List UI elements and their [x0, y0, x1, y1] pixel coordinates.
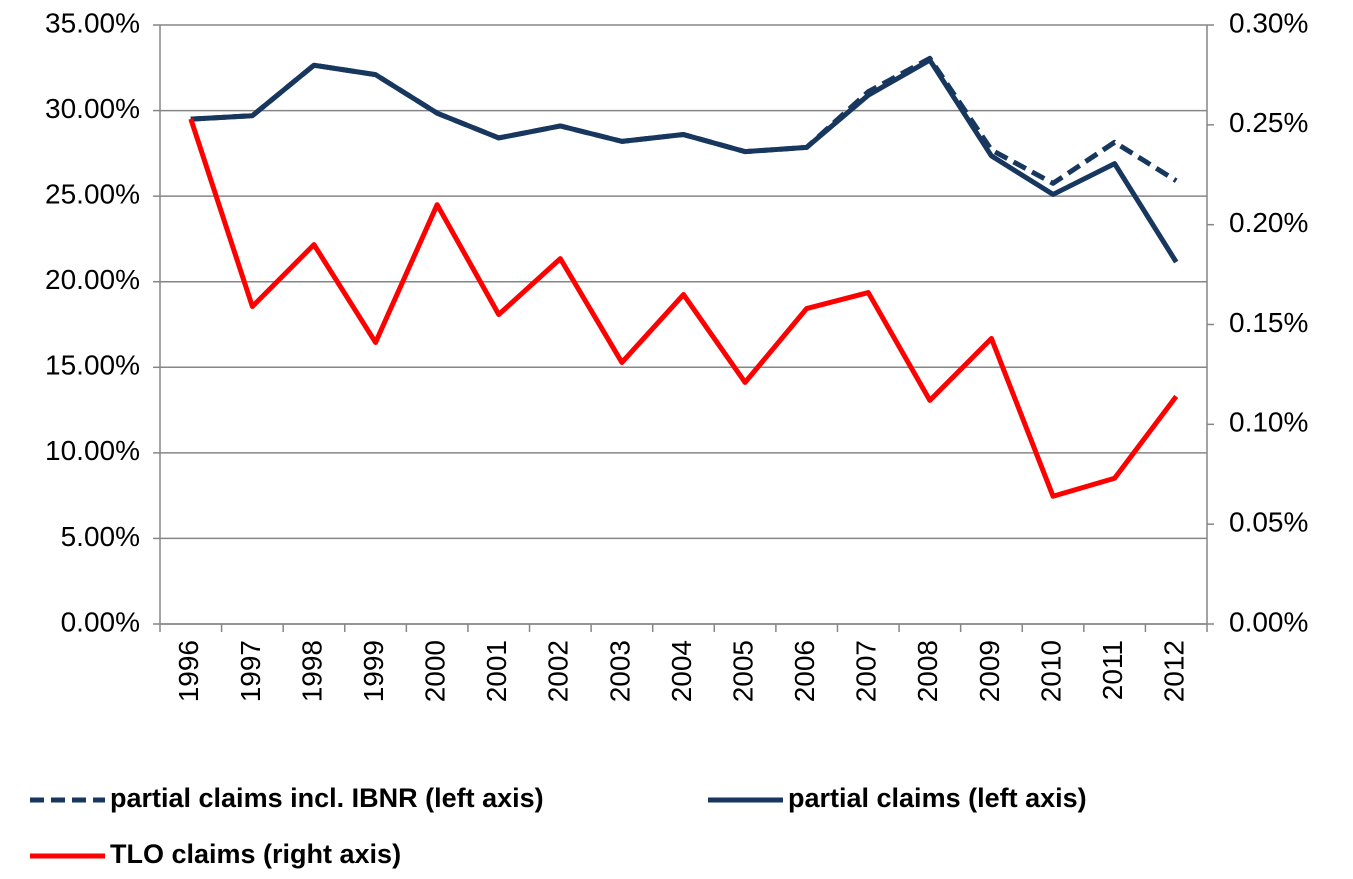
x-tick-label: 2004 [666, 640, 697, 702]
y-tick-label: 10.00% [45, 435, 140, 466]
x-tick-label: 1999 [358, 640, 389, 702]
y-tick-label: 25.00% [45, 179, 140, 210]
series-line [188, 118, 1179, 499]
y2-tick-label: 0.15% [1229, 307, 1308, 338]
y2-tick-label: 0.10% [1229, 407, 1308, 438]
legend-label: partial claims (left axis) [788, 783, 1087, 813]
y2-tick-label: 0.00% [1229, 606, 1308, 637]
y2-tick-label: 0.05% [1229, 507, 1308, 538]
x-tick-label: 2006 [789, 640, 820, 702]
x-tick-label: 2010 [1035, 640, 1066, 702]
series-line [190, 57, 1179, 264]
x-tick-label: 2003 [604, 640, 635, 702]
x-tick-label: 2007 [851, 640, 882, 702]
legend-label: partial claims incl. IBNR (left axis) [110, 783, 544, 813]
y-tick-label: 30.00% [45, 93, 140, 124]
y-tick-label: 0.00% [61, 606, 140, 637]
x-tick-label: 2009 [974, 640, 1005, 702]
series-line [190, 55, 1178, 186]
x-tick-label: 2012 [1159, 640, 1190, 702]
x-tick-label: 2011 [1097, 640, 1128, 700]
y-tick-label: 20.00% [45, 264, 140, 295]
y-tick-label: 15.00% [45, 350, 140, 381]
x-tick-label: 1996 [173, 640, 204, 702]
legend-label: TLO claims (right axis) [110, 839, 401, 869]
y2-tick-label: 0.25% [1229, 107, 1308, 138]
x-tick-label: 2001 [481, 640, 512, 702]
x-tick-label: 1997 [235, 640, 266, 702]
x-tick-label: 2002 [543, 640, 574, 702]
y-tick-label: 5.00% [61, 521, 140, 552]
x-tick-label: 2000 [420, 640, 451, 702]
x-tick-label: 2008 [912, 640, 943, 702]
x-tick-label: 2005 [727, 640, 758, 702]
x-tick-label: 1998 [296, 640, 327, 702]
y-tick-label: 35.00% [45, 7, 140, 38]
y2-tick-label: 0.20% [1229, 207, 1308, 238]
y2-tick-label: 0.30% [1229, 7, 1308, 38]
